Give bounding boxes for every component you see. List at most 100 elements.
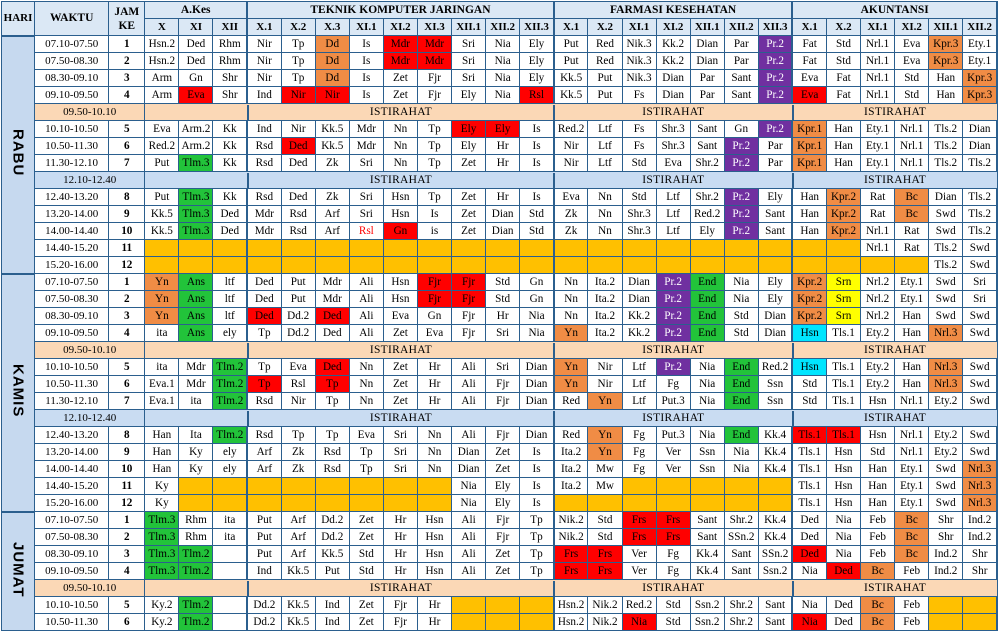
teacher-cell: Dian	[689, 35, 725, 53]
teacher-cell: Pr.2	[757, 86, 794, 104]
teacher-cell: Ety.1	[894, 273, 930, 291]
teacher-cell: Ali	[451, 358, 487, 376]
teacher-cell: Tp	[314, 392, 350, 410]
teacher-cell: Red.2	[757, 358, 794, 376]
teacher-cell: Par	[689, 69, 725, 87]
header-class: XII.2	[962, 18, 999, 36]
teacher-cell: Nir	[246, 52, 282, 70]
teacher-cell: Han	[894, 324, 930, 342]
teacher-cell: Pr.2	[655, 290, 691, 308]
period-number: 9	[108, 205, 146, 223]
teacher-cell: Ety.1	[894, 477, 930, 495]
schedule-row: 08.30-09.10 3 Tlm.3 Tlm.2 Put Arf Kk.5 Std Hr Hsn…	[2, 545, 999, 563]
break-label-segment: ISTIRAHAT	[249, 580, 556, 596]
teacher-cell: Tlm.3	[144, 511, 180, 529]
teacher-cell: Eva.1	[144, 375, 180, 393]
time-slot: 09.50-10.10	[34, 579, 146, 597]
teacher-cell: Tlm.2	[178, 545, 214, 563]
teacher-cell	[280, 239, 316, 257]
teacher-cell: Mdr	[246, 222, 282, 240]
teacher-cell: End	[723, 426, 759, 444]
header-class: X.3	[314, 18, 350, 36]
teacher-cell: Ky.2	[144, 596, 180, 614]
header-class: XII.2	[723, 18, 759, 36]
teacher-cell: ltf	[212, 273, 249, 291]
teacher-cell: Kpr.3	[928, 35, 964, 53]
teacher-cell: Kk.5	[553, 69, 589, 87]
teacher-cell: Nir	[280, 392, 316, 410]
teacher-cell: Hsn	[416, 545, 453, 563]
teacher-cell: Std	[485, 290, 521, 308]
teacher-cell	[348, 494, 384, 512]
teacher-cell: Dd.2	[314, 511, 350, 529]
teacher-cell: Mdr	[348, 137, 384, 155]
teacher-cell: Srn	[825, 273, 862, 291]
teacher-cell: Std	[825, 52, 862, 70]
teacher-cell: Ky	[144, 477, 180, 495]
time-slot: 07.10-07.50	[34, 35, 110, 53]
header-group-3: AKUNTANSI	[791, 1, 998, 19]
teacher-cell: Yn	[587, 426, 623, 444]
teacher-cell: Mdr	[348, 120, 384, 138]
teacher-cell: Rsd	[246, 426, 282, 444]
teacher-cell: End	[689, 290, 725, 308]
teacher-cell	[280, 477, 316, 495]
teacher-cell: Bc	[894, 205, 930, 223]
teacher-cell: Rat	[894, 222, 930, 240]
period-number: 8	[108, 426, 146, 444]
teacher-cell: Ely	[451, 137, 487, 155]
teacher-cell: Ita	[178, 426, 214, 444]
teacher-cell: Swd	[928, 222, 964, 240]
teacher-cell: Rhm	[178, 511, 214, 529]
teacher-cell	[451, 256, 487, 274]
teacher-cell: Bc	[894, 545, 930, 563]
teacher-cell: Tls.1	[791, 494, 827, 512]
schedule-row: 09.10-09.50 4 Tlm.3 Tlm.2 Ind Kk.5 Put Std Hr Hsn…	[2, 562, 999, 580]
teacher-cell: Nrl.3	[962, 460, 999, 478]
teacher-cell: Ded	[314, 307, 350, 325]
teacher-cell: Dian	[519, 375, 555, 393]
teacher-cell: Ely	[451, 86, 487, 104]
teacher-cell: Dian	[962, 137, 999, 155]
teacher-cell	[314, 256, 350, 274]
teacher-cell: Nn	[382, 154, 418, 172]
teacher-cell: Zet	[382, 392, 418, 410]
teacher-cell: Bc	[860, 596, 896, 614]
teacher-cell: Rsd	[280, 222, 316, 240]
teacher-cell: Ded	[246, 273, 282, 291]
teacher-cell: Rsd	[314, 460, 350, 478]
teacher-cell: Tls.2	[962, 188, 999, 206]
teacher-cell: Ltf	[655, 188, 691, 206]
teacher-cell: Is	[519, 137, 555, 155]
teacher-cell: End	[689, 307, 725, 325]
teacher-cell: Nia	[723, 273, 759, 291]
teacher-cell: Tlm.2	[212, 358, 249, 376]
teacher-cell: Rat	[894, 239, 930, 257]
schedule-row: 07.50-08.30 2 Tlm.3 Rhm ita Put Arf Dd.2 Zet Hr Hs…	[2, 528, 999, 546]
teacher-cell: Shr.3	[655, 137, 691, 155]
teacher-cell: Nn	[348, 358, 384, 376]
teacher-cell: Ded	[791, 511, 827, 529]
teacher-cell: Fg	[655, 375, 691, 393]
teacher-cell: Frs	[655, 511, 691, 529]
teacher-cell: Han	[894, 375, 930, 393]
teacher-cell: Zet	[451, 188, 487, 206]
teacher-cell: Ky	[178, 460, 214, 478]
teacher-cell: Ali	[451, 375, 487, 393]
header-group-0: A.Kes	[144, 1, 249, 19]
teacher-cell: Tlm.3	[178, 222, 214, 240]
teacher-cell	[416, 239, 453, 257]
schedule-row: 15.20-16.00 12 Tls.2 Swd	[2, 256, 999, 274]
teacher-cell	[723, 239, 759, 257]
teacher-cell: Dian	[928, 188, 964, 206]
teacher-cell: Nir	[246, 69, 282, 87]
teacher-cell: Ded	[178, 35, 214, 53]
teacher-cell: Han	[825, 154, 862, 172]
break-label-segment: ISTIRAHAT	[864, 343, 927, 356]
period-number: 7	[108, 154, 146, 172]
teacher-cell: Ind.2	[928, 562, 964, 580]
teacher-cell: Kpr.1	[791, 137, 827, 155]
teacher-cell: Yn	[587, 443, 623, 461]
teacher-cell: Nia	[791, 562, 827, 580]
